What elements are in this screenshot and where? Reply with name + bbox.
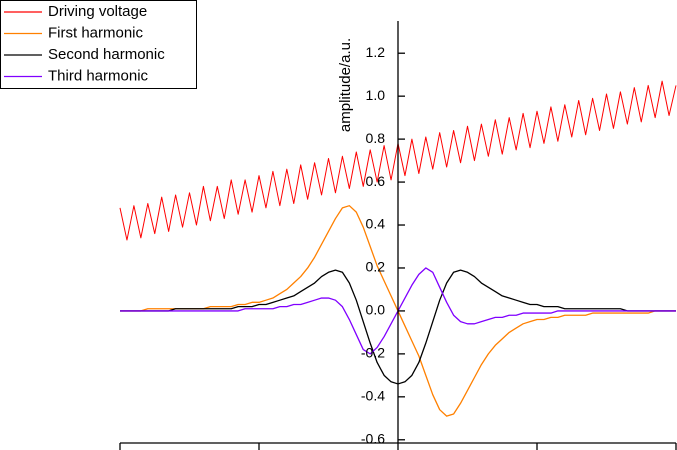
y-axis-label: amplitude/a.u. bbox=[337, 38, 354, 132]
legend: Driving voltage First harmonic Second harm… bbox=[0, 0, 197, 89]
legend-label: Third harmonic bbox=[48, 67, 149, 84]
y-tick-label: -0.2 bbox=[361, 345, 385, 361]
legend-label: Second harmonic bbox=[48, 46, 165, 63]
y-tick-label: 0.8 bbox=[366, 130, 386, 146]
y-tick-label: -0.4 bbox=[361, 388, 385, 404]
y-tick-label: 1.0 bbox=[366, 87, 386, 103]
y-tick-label: 0.2 bbox=[366, 259, 386, 275]
legend-label: Driving voltage bbox=[48, 3, 147, 20]
y-tick-label: 0.6 bbox=[366, 173, 386, 189]
y-tick-label: 1.2 bbox=[366, 44, 386, 60]
y-tick-label: 0.0 bbox=[366, 302, 386, 318]
legend-box bbox=[0, 0, 197, 89]
y-tick-label: -0.6 bbox=[361, 430, 385, 446]
y-tick-label: 0.4 bbox=[366, 216, 386, 232]
legend-label: First harmonic bbox=[48, 24, 144, 41]
